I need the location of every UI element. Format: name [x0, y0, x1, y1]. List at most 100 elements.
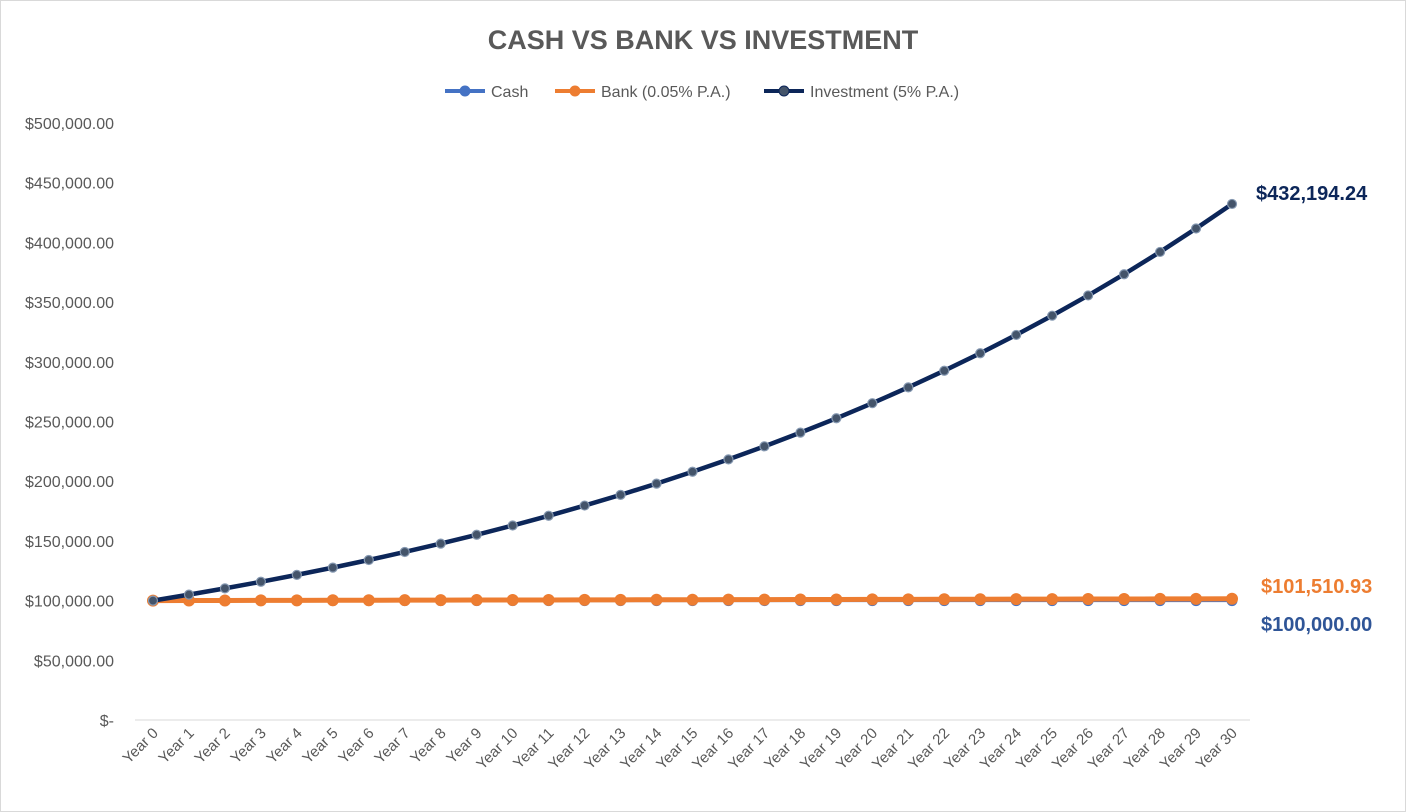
data-point: [1119, 269, 1130, 280]
data-point: [1190, 223, 1202, 234]
data-point: [794, 593, 807, 606]
data-point: [975, 348, 986, 359]
end-value-label: $101,510.93: [1261, 576, 1372, 598]
data-point: [254, 594, 267, 607]
x-tick-label: Year 2: [191, 725, 233, 767]
data-point: [1154, 592, 1167, 605]
data-point: [866, 593, 879, 606]
y-tick-label: $450,000.00: [25, 176, 114, 193]
data-point: [722, 593, 735, 606]
data-point: [1082, 593, 1095, 606]
data-point: [1083, 290, 1094, 301]
data-point: [326, 594, 339, 607]
data-point: [506, 594, 519, 607]
legend: Cash Bank (0.05% P.A.) Investment (5% P.A.…: [445, 84, 959, 101]
data-point: [1190, 592, 1203, 605]
data-point: [831, 413, 842, 424]
data-point: [435, 538, 446, 549]
y-tick-label: $-: [100, 713, 114, 730]
data-point: [974, 593, 987, 606]
y-axis: $- $50,000.00 $100,000.00 $150,000.00 $200,0…: [25, 116, 114, 730]
legend-label: Cash: [491, 84, 528, 101]
legend-swatch-marker: [569, 85, 581, 97]
data-point: [470, 594, 483, 607]
data-point: [327, 562, 338, 573]
data-point: [1047, 310, 1058, 321]
x-tick-label: Year 0: [120, 725, 162, 767]
data-point: [867, 398, 878, 409]
data-point: [219, 583, 231, 594]
data-point: [902, 593, 915, 606]
data-point: [723, 454, 734, 465]
data-point: [218, 594, 231, 607]
data-point: [686, 593, 699, 606]
series-2: [147, 198, 1238, 606]
data-point: [939, 365, 950, 376]
x-tick-label: Year 5: [299, 725, 341, 767]
x-tick-label: Year 6: [335, 725, 377, 767]
data-point: [830, 593, 843, 606]
data-point: [615, 489, 626, 500]
legend-swatch-marker: [459, 85, 471, 97]
data-point: [903, 382, 914, 393]
end-labels: $100,000.00 $101,510.93 $432,194.24: [1256, 183, 1372, 636]
data-point: [758, 593, 771, 606]
data-point: [651, 478, 662, 489]
legend-swatch-marker: [778, 85, 790, 97]
x-tick-label: Year 7: [371, 725, 413, 767]
data-point: [938, 593, 951, 606]
x-tick-label: Year 3: [227, 725, 269, 767]
data-point: [1226, 198, 1238, 210]
series-1: [146, 592, 1239, 607]
y-tick-label: $100,000.00: [25, 594, 114, 611]
data-point: [362, 594, 375, 607]
data-point: [507, 520, 518, 531]
end-value-label: $100,000.00: [1261, 614, 1372, 636]
data-point: [759, 441, 770, 452]
series-layer: [146, 198, 1239, 607]
x-tick-label: Year 4: [263, 725, 305, 767]
data-point: [1118, 592, 1131, 605]
data-point: [578, 593, 591, 606]
data-point: [1154, 246, 1166, 258]
data-point: [183, 589, 195, 600]
data-point: [795, 427, 806, 438]
data-point: [542, 593, 555, 606]
data-point: [687, 466, 698, 477]
data-point: [650, 593, 663, 606]
y-tick-label: $300,000.00: [25, 355, 114, 372]
legend-label: Bank (0.05% P.A.): [601, 84, 731, 101]
data-point: [290, 594, 303, 607]
chart-title: CASH VS BANK VS INVESTMENT: [488, 25, 919, 55]
end-value-label: $432,194.24: [1256, 183, 1368, 205]
x-tick-label: Year 1: [155, 725, 197, 767]
y-tick-label: $250,000.00: [25, 415, 114, 432]
y-tick-label: $500,000.00: [25, 116, 114, 133]
y-tick-label: $400,000.00: [25, 235, 114, 252]
data-point: [291, 569, 302, 580]
data-point: [543, 510, 554, 521]
x-tick-label: Year 8: [407, 725, 449, 767]
data-point: [579, 500, 590, 511]
series-line: [150, 201, 1235, 603]
data-point: [614, 593, 627, 606]
data-point: [363, 554, 374, 566]
data-point: [399, 546, 410, 558]
y-tick-label: $200,000.00: [25, 474, 114, 491]
data-point: [398, 594, 411, 607]
data-point: [471, 529, 482, 540]
y-tick-label: $150,000.00: [25, 534, 114, 551]
legend-label: Investment (5% P.A.): [810, 84, 959, 101]
data-point: [1011, 329, 1022, 341]
data-point: [147, 595, 159, 606]
data-point: [1046, 593, 1059, 606]
y-tick-label: $350,000.00: [25, 295, 114, 312]
data-point: [1226, 592, 1239, 605]
data-point: [434, 594, 447, 607]
data-point: [255, 576, 266, 587]
y-tick-label: $50,000.00: [34, 653, 114, 670]
data-point: [1010, 593, 1023, 606]
